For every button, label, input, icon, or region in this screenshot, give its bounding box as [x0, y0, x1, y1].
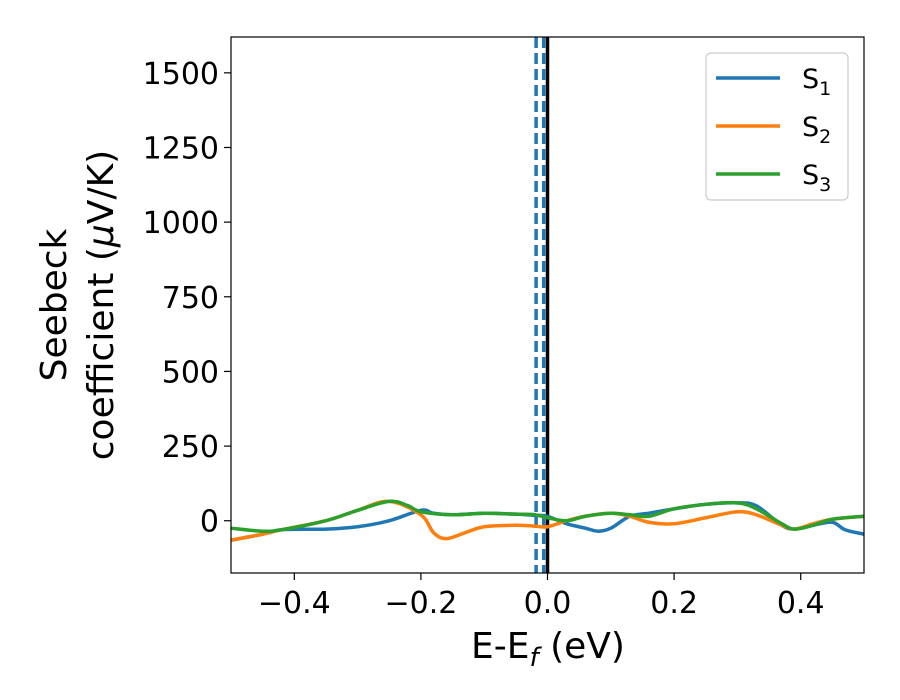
x-axis-label: E-Ef (eV): [471, 626, 625, 673]
y-tick-label: 500: [162, 355, 219, 390]
legend-label-1: S1: [802, 64, 831, 100]
y-tick-label: 0: [200, 505, 219, 540]
y-axis-label: Seebeck coefficient (μV/K): [34, 150, 122, 460]
y-tick-label: 1000: [143, 206, 219, 241]
y-tick-label: 1250: [143, 131, 219, 166]
y-tick-label: 750: [162, 281, 219, 316]
x-tick-label: −0.4: [258, 586, 331, 621]
series-layer: [231, 499, 864, 542]
reference-lines: [534, 37, 550, 573]
legend-label-2: S2: [802, 112, 831, 148]
x-tick-label: 0.0: [524, 586, 572, 621]
y-axis-label-line1: Seebeck: [34, 228, 75, 381]
legend: S1 S2 S3: [705, 52, 849, 201]
legend-label-3: S3: [802, 160, 831, 196]
series-line-3: [231, 499, 864, 534]
y-tick-label: 1500: [143, 57, 219, 92]
y-axis-ticks: 0 250 500 750 1000 1250 1500: [143, 57, 231, 540]
x-tick-label: −0.2: [384, 586, 457, 621]
x-tick-label: 0.2: [650, 586, 698, 621]
x-tick-label: 0.4: [777, 586, 825, 621]
x-axis-ticks: −0.4 −0.2 0.0 0.2 0.4: [258, 573, 825, 621]
y-axis-label-line2: coefficient (μV/K): [81, 150, 122, 460]
y-tick-label: 250: [162, 430, 219, 465]
